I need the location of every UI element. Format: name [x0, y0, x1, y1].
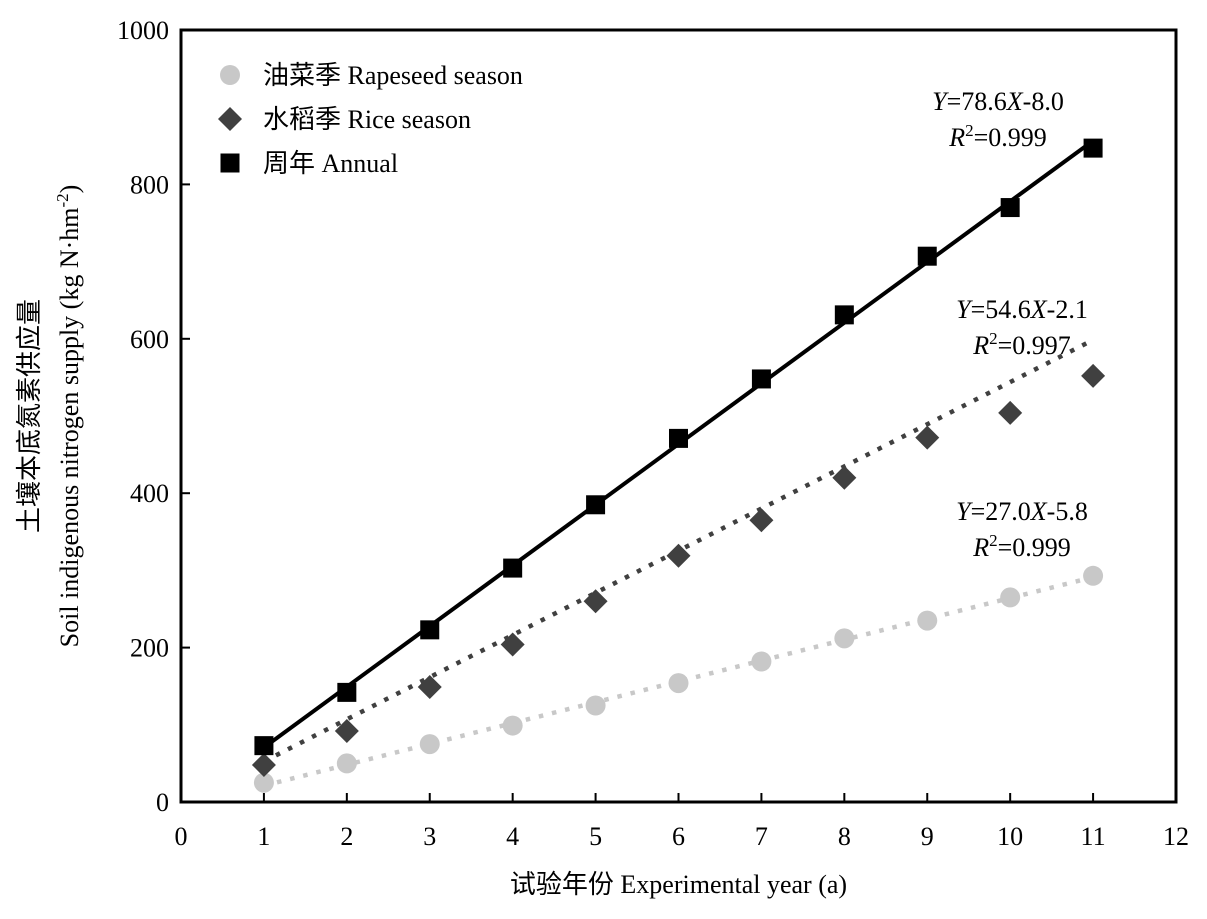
data-point-square	[586, 495, 606, 515]
data-point-diamond	[334, 718, 359, 743]
data-point-diamond	[915, 425, 940, 450]
y-tick-label: 200	[130, 634, 169, 663]
fit-equation-square: Y=78.6X-8.0	[932, 87, 1064, 116]
data-point-circle	[253, 772, 274, 793]
data-point-diamond	[832, 465, 857, 490]
y-tick-label: 800	[130, 170, 169, 199]
x-tick-label: 2	[340, 822, 353, 851]
data-point-circle	[751, 651, 772, 672]
legend-label-circle: 油菜季 Rapeseed season	[263, 61, 523, 90]
data-point-circle	[336, 753, 357, 774]
data-point-circle	[585, 695, 606, 716]
data-point-circle	[502, 715, 523, 736]
y-axis-label-text: Soil indigenous nitrogen supply (kg N·hm	[55, 208, 84, 648]
fit-equation-circle: Y=27.0X-5.8	[956, 497, 1088, 526]
data-point-circle	[1000, 587, 1021, 608]
y-axis-label-english: Soil indigenous nitrogen supply (kg N·hm…	[53, 185, 84, 648]
data-point-square	[1083, 138, 1103, 158]
data-point-diamond	[998, 400, 1023, 425]
x-tick-label: 7	[755, 822, 768, 851]
x-tick-label: 6	[672, 822, 685, 851]
x-tick-label: 0	[175, 822, 188, 851]
data-point-circle	[1083, 565, 1104, 586]
data-point-diamond	[500, 632, 525, 657]
x-tick-label: 4	[506, 822, 519, 851]
x-tick-label: 3	[423, 822, 436, 851]
y-axis-label: 土壤本底氮素供应量 Soil indigenous nitrogen suppl…	[15, 185, 84, 648]
legend: 油菜季 Rapeseed season 水稻季 Rice season 周年 Ann…	[218, 61, 523, 178]
data-point-square	[917, 246, 937, 266]
y-axis-label-chinese: 土壤本底氮素供应量	[15, 299, 44, 533]
legend-marker-circle	[220, 65, 240, 85]
x-tick-label: 1	[257, 822, 270, 851]
data-point-diamond	[417, 674, 442, 699]
data-point-circle	[419, 734, 440, 755]
y-tick-label: 400	[130, 479, 169, 508]
fit-r-squared-circle: R2=0.999	[972, 531, 1071, 562]
fit-equation-diamond: Y=54.6X-2.1	[956, 295, 1088, 324]
fit-r-squared-diamond: R2=0.997	[972, 329, 1071, 360]
data-point-circle	[917, 610, 938, 631]
fit-r-squared-square: R2=0.999	[948, 121, 1047, 152]
x-axis-label: 试验年份 Experimental year (a)	[510, 870, 847, 899]
legend-marker-square	[220, 153, 240, 173]
data-point-square	[337, 682, 357, 702]
x-tick-label: 5	[589, 822, 602, 851]
legend-marker-diamond	[218, 107, 242, 131]
x-tick-label: 8	[838, 822, 851, 851]
x-tick-label: 10	[997, 822, 1023, 851]
data-point-square	[254, 736, 274, 756]
y-tick-label: 0	[156, 788, 169, 817]
data-point-square	[669, 428, 688, 448]
fit-annotations: Y=27.0X-5.8 R2=0.999 Y=54.6X-2.1 R2=0.997 Y=…	[932, 87, 1088, 562]
data-point-diamond	[1081, 363, 1106, 388]
data-point-diamond	[666, 543, 691, 568]
legend-label-square: 周年 Annual	[263, 149, 398, 178]
y-tick-label: 1000	[117, 16, 169, 45]
data-point-diamond	[251, 752, 276, 777]
data-point-circle	[668, 673, 689, 694]
data-point-diamond	[749, 508, 774, 533]
data-point-circle	[834, 628, 855, 649]
data-point-square	[834, 305, 854, 325]
y-tick-label: 600	[130, 325, 169, 354]
x-tick-label: 12	[1163, 822, 1189, 851]
data-point-square	[1000, 198, 1020, 218]
x-tick-label: 9	[921, 822, 934, 851]
y-axis-label-unit-exponent: -2	[53, 193, 72, 207]
data-point-square	[420, 620, 440, 640]
y-axis-label-close-paren: )	[55, 185, 84, 194]
data-point-diamond	[583, 589, 608, 614]
data-point-square	[503, 558, 523, 578]
data-point-square	[751, 369, 771, 389]
plot-area	[251, 138, 1106, 793]
legend-label-diamond: 水稻季 Rice season	[263, 105, 471, 134]
x-tick-label: 11	[1081, 822, 1106, 851]
